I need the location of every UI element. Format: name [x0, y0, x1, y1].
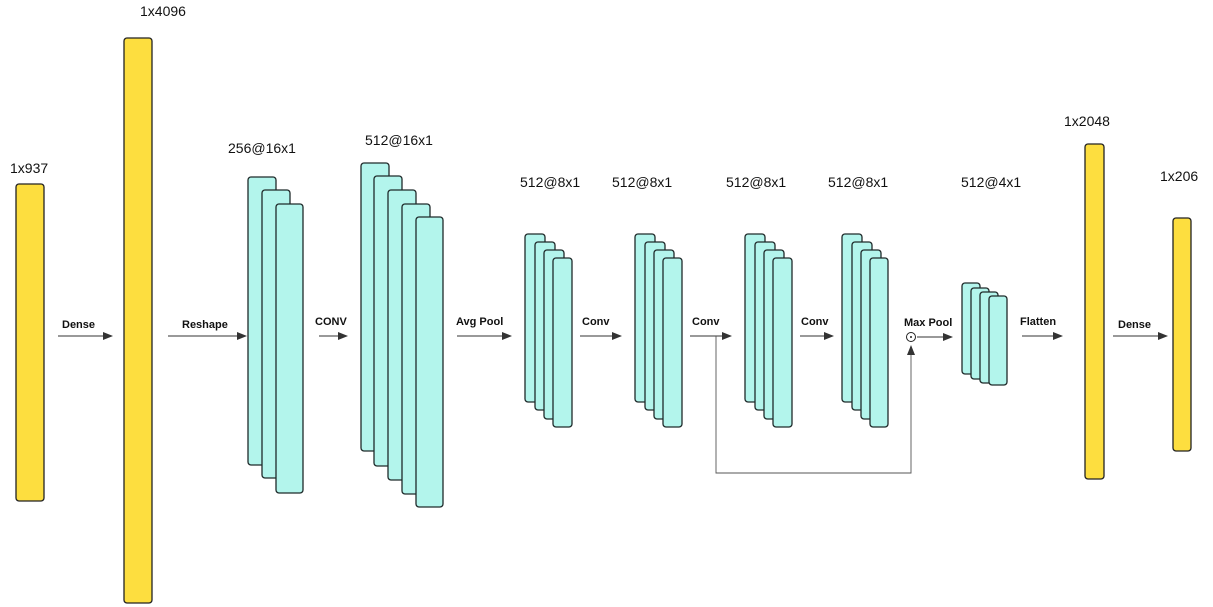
op-label-reshape: Reshape	[182, 319, 228, 331]
dense1-vector-bar	[123, 37, 153, 604]
reshape-feature-maps	[247, 176, 304, 494]
op-label-conv-2: Conv	[582, 316, 610, 328]
op-label-max-pool: Max Pool	[904, 317, 952, 329]
avgpool-feature-maps	[524, 233, 573, 428]
layer-label-avgpool: 512@8x1	[520, 174, 580, 190]
flatten-vector-bar	[1084, 143, 1105, 480]
conv1-feature-maps	[360, 162, 444, 508]
layer-label-dense1: 1x4096	[140, 3, 186, 19]
conv2-feature-maps	[634, 233, 683, 428]
op-label-conv-4: Conv	[801, 316, 829, 328]
feature-map	[415, 216, 444, 508]
layer-label-input: 1x937	[10, 160, 48, 176]
layer-label-flatten: 1x2048	[1064, 113, 1110, 129]
op-label-conv-1: CONV	[315, 316, 347, 328]
op-label-dense-1: Dense	[62, 319, 95, 331]
feature-map	[869, 257, 889, 428]
layer-label-conv2: 512@8x1	[612, 174, 672, 190]
layer-label-reshape: 256@16x1	[228, 140, 296, 156]
input-vector-bar	[15, 183, 45, 502]
layer-label-conv4: 512@8x1	[828, 174, 888, 190]
output-vector-bar	[1172, 217, 1192, 452]
conv4-feature-maps	[841, 233, 889, 428]
skip-connection-line	[715, 336, 915, 474]
conv3-feature-maps	[744, 233, 793, 428]
layer-label-output: 1x206	[1160, 168, 1198, 184]
feature-map	[275, 203, 304, 494]
maxpool-feature-maps	[961, 282, 1008, 386]
op-label-conv-3: Conv	[692, 316, 720, 328]
layer-label-conv1: 512@16x1	[365, 132, 433, 148]
feature-map	[772, 257, 793, 428]
feature-map	[552, 257, 573, 428]
feature-map	[662, 257, 683, 428]
layer-label-maxpool: 512@4x1	[961, 174, 1021, 190]
op-label-avg-pool: Avg Pool	[456, 316, 503, 328]
elementwise-product-dot	[910, 336, 912, 338]
feature-map	[988, 295, 1008, 386]
op-label-flatten: Flatten	[1020, 316, 1056, 328]
op-label-dense-2: Dense	[1118, 319, 1151, 331]
layer-label-conv3: 512@8x1	[726, 174, 786, 190]
